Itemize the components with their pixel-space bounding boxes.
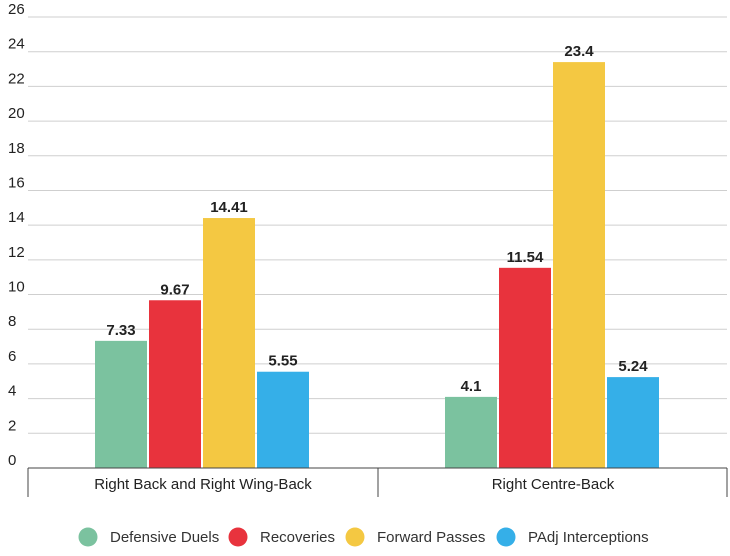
legend-label: Recoveries <box>260 529 335 546</box>
bar-recoveries-2 <box>499 267 551 468</box>
data-label: 7.33 <box>106 322 135 339</box>
y-tick-label: 16 <box>8 174 25 191</box>
legend-swatch <box>78 527 98 547</box>
x-category-label: Right Centre-Back <box>492 476 615 493</box>
data-label: 9.67 <box>160 281 189 298</box>
legend-label: Defensive Duels <box>110 529 219 546</box>
bar-forward-passes-2 <box>553 62 605 468</box>
legend-swatch <box>496 527 516 547</box>
y-tick-label: 24 <box>8 36 25 53</box>
data-labels: 7.33 9.67 14.41 5.55 4.1 11.54 23.4 5.24 <box>106 43 648 395</box>
y-tick-label: 26 <box>8 1 25 18</box>
y-tick-label: 10 <box>8 279 25 296</box>
bar-recoveries-1 <box>149 300 201 468</box>
bar-defensive-duels-1 <box>95 340 147 468</box>
legend-label: PAdj Interceptions <box>528 529 649 546</box>
legend-swatch <box>345 527 365 547</box>
legend-swatch <box>228 527 248 547</box>
x-category-label: Right Back and Right Wing-Back <box>94 476 312 493</box>
data-label: 5.55 <box>268 353 297 370</box>
data-label: 5.24 <box>618 358 648 375</box>
data-label: 11.54 <box>507 249 544 266</box>
bar-padj-interceptions-1 <box>257 371 309 468</box>
data-label: 23.4 <box>564 43 594 60</box>
y-tick-label: 20 <box>8 105 25 122</box>
legend-label: Forward Passes <box>377 529 485 546</box>
y-tick-label: 18 <box>8 140 25 157</box>
bar-forward-passes-1 <box>203 218 255 468</box>
y-tick-label: 4 <box>8 383 16 400</box>
bar-padj-interceptions-2 <box>607 377 659 468</box>
legend: Defensive Duels Recoveries Forward Passes P… <box>78 527 649 547</box>
x-axis: Right Back and Right Wing-Back Right Cent… <box>27 467 728 497</box>
data-label: 4.1 <box>461 378 482 395</box>
data-label: 14.41 <box>210 199 248 216</box>
y-tick-label: 12 <box>8 244 25 261</box>
y-tick-label: 8 <box>8 313 16 330</box>
bar-defensive-duels-2 <box>445 396 497 468</box>
y-tick-label: 14 <box>8 209 25 226</box>
y-tick-label: 22 <box>8 70 25 87</box>
y-tick-label: 6 <box>8 348 16 365</box>
y-tick-label: 2 <box>8 417 16 434</box>
y-tick-label: 0 <box>8 452 16 469</box>
bars <box>95 62 659 468</box>
